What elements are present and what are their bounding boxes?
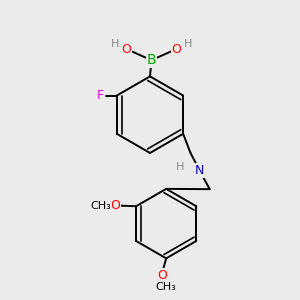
Text: O: O: [158, 269, 168, 282]
Text: O: O: [110, 199, 120, 212]
Text: F: F: [97, 89, 104, 102]
Text: H: H: [110, 39, 119, 49]
Text: B: B: [147, 53, 156, 67]
Text: CH₃: CH₃: [156, 282, 177, 292]
Text: N: N: [195, 164, 204, 176]
Text: H: H: [184, 39, 193, 49]
Text: O: O: [122, 43, 131, 56]
Text: H: H: [176, 162, 184, 172]
Text: CH₃: CH₃: [91, 201, 111, 211]
Text: O: O: [172, 43, 182, 56]
